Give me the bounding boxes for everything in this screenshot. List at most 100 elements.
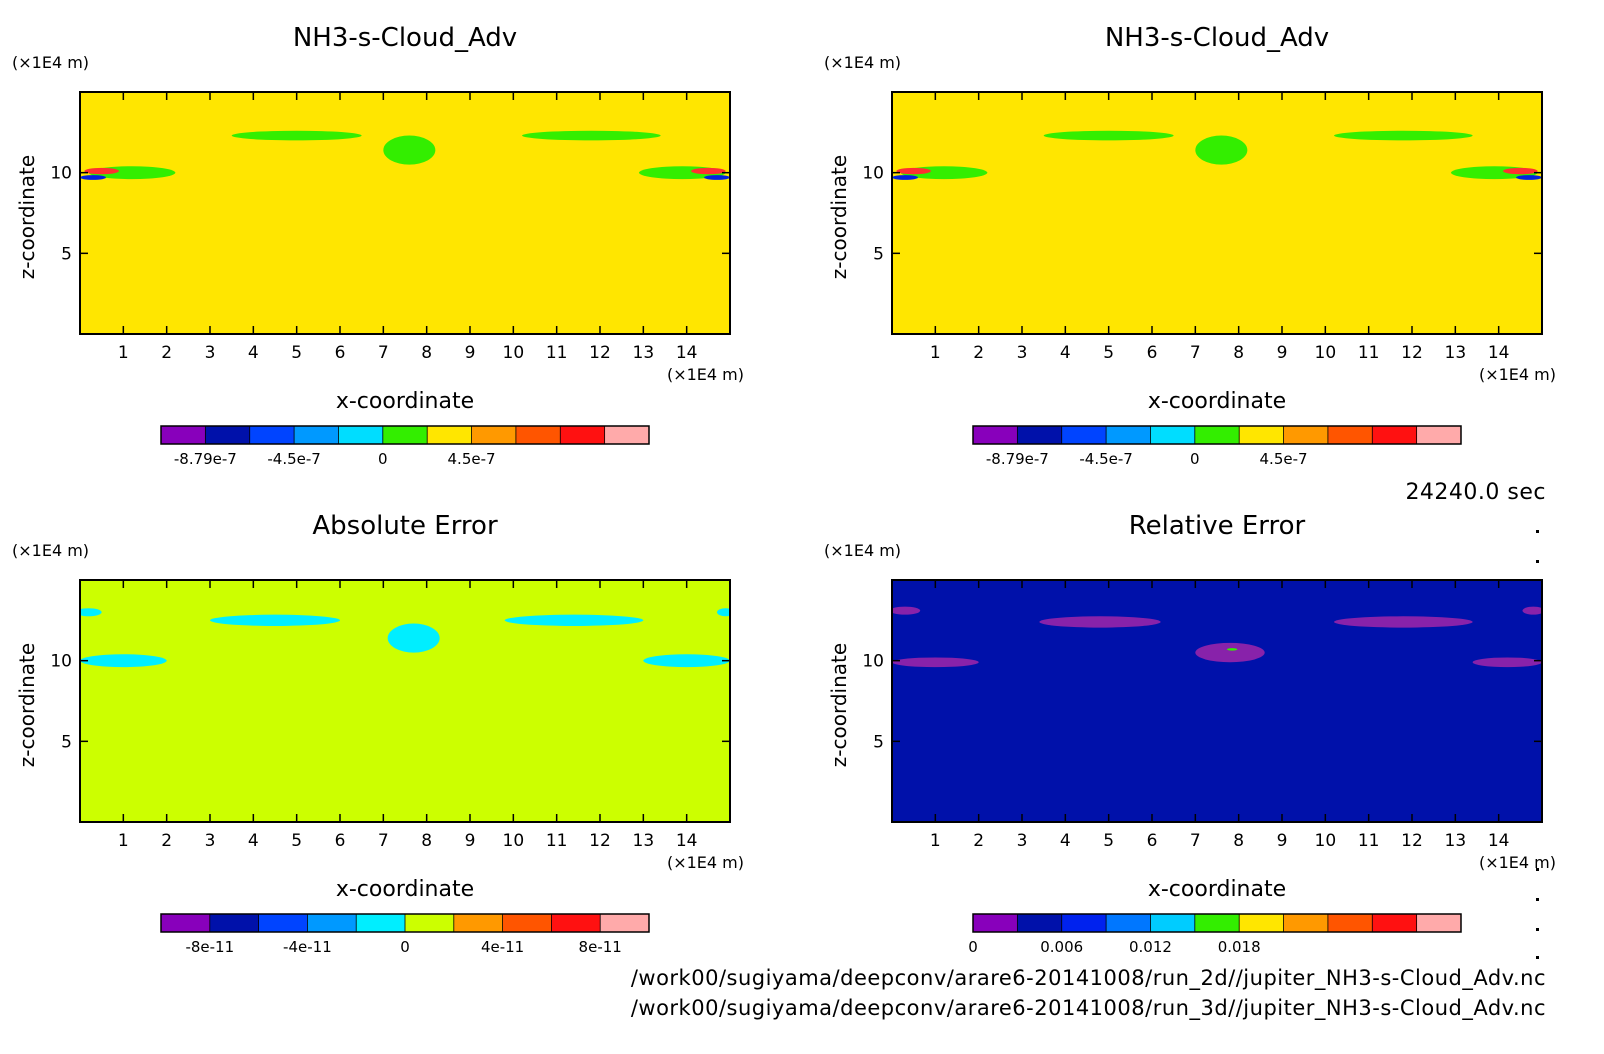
x-tick-label: 12 bbox=[589, 831, 611, 851]
x-tick-label: 14 bbox=[676, 831, 698, 851]
x-tick-label: 12 bbox=[1401, 831, 1423, 851]
colorbar-label: -4e-11 bbox=[283, 938, 332, 956]
contour-region bbox=[1334, 130, 1473, 141]
x-tick-label: 1 bbox=[930, 831, 941, 851]
contour-region bbox=[383, 135, 436, 165]
x-tick-label: 14 bbox=[1488, 831, 1510, 851]
x-tick-label: 12 bbox=[589, 343, 611, 363]
colorbar-swatch bbox=[560, 426, 606, 444]
margin-dot bbox=[1536, 868, 1539, 871]
x-tick-label: 2 bbox=[161, 831, 172, 851]
x-axis-label: x-coordinate bbox=[336, 877, 474, 902]
x-tick-label: 6 bbox=[335, 831, 346, 851]
x-tick-label: 11 bbox=[546, 831, 568, 851]
contour-region bbox=[1334, 616, 1473, 628]
y-tick-label: 10 bbox=[862, 164, 884, 184]
x-tick-label: 10 bbox=[1315, 343, 1337, 363]
contour-region bbox=[1472, 657, 1542, 668]
colorbar-swatch bbox=[1239, 426, 1285, 444]
contour-region bbox=[1039, 616, 1161, 628]
x-tick-label: 5 bbox=[1103, 343, 1114, 363]
colorbar-swatch bbox=[356, 914, 406, 932]
colorbar-swatch bbox=[1106, 426, 1151, 444]
x-tick-label: 10 bbox=[503, 831, 525, 851]
colorbar-label: 0.018 bbox=[1218, 938, 1261, 956]
y-tick-label: 10 bbox=[862, 652, 884, 672]
x-tick-label: 9 bbox=[1277, 343, 1288, 363]
x-tick-label: 6 bbox=[335, 343, 346, 363]
colorbar-swatch bbox=[161, 914, 211, 932]
x-axis-label: x-coordinate bbox=[336, 389, 474, 414]
plot-frame bbox=[891, 579, 1543, 823]
colorbar-swatch bbox=[427, 426, 473, 444]
colorbar-swatch bbox=[1150, 426, 1196, 444]
y-tick-label: 5 bbox=[61, 244, 72, 264]
x-tick-label: 8 bbox=[1233, 343, 1244, 363]
plot-background bbox=[80, 580, 730, 822]
colorbar-frame bbox=[972, 425, 1462, 445]
y-tick-label: 5 bbox=[873, 244, 884, 264]
contour-region bbox=[1043, 130, 1174, 141]
x-tick-label: 14 bbox=[1488, 343, 1510, 363]
y-tick-label: 10 bbox=[50, 164, 72, 184]
contour-region bbox=[1195, 642, 1265, 663]
colorbar-swatch bbox=[1283, 914, 1329, 932]
plot-frame bbox=[79, 91, 731, 335]
colorbar-swatch bbox=[1372, 426, 1418, 444]
colorbar-swatch bbox=[973, 426, 1018, 444]
contour-region bbox=[387, 623, 440, 653]
colorbar-label: -8e-11 bbox=[185, 938, 234, 956]
colorbar-swatch bbox=[1061, 914, 1107, 932]
x-tick-label: 6 bbox=[1147, 343, 1158, 363]
colorbar-swatch bbox=[973, 914, 1018, 932]
colorbar-swatch bbox=[1283, 426, 1329, 444]
colorbar-swatch bbox=[1194, 914, 1240, 932]
contour-region bbox=[717, 608, 730, 617]
x-tick-label: 6 bbox=[1147, 831, 1158, 851]
plot-frame bbox=[891, 91, 1543, 335]
contour-region bbox=[522, 130, 661, 141]
x-tick-label: 7 bbox=[1190, 831, 1201, 851]
contour-features bbox=[892, 606, 1542, 668]
colorbar-label: -4.5e-7 bbox=[267, 450, 320, 468]
colorbar-swatch bbox=[1372, 914, 1418, 932]
x-tick-label: 14 bbox=[676, 343, 698, 363]
colorbar-frame bbox=[972, 913, 1462, 933]
contour-region bbox=[80, 608, 102, 617]
x-unit-label: (×1E4 m) bbox=[1479, 853, 1556, 872]
x-tick-label: 13 bbox=[633, 831, 655, 851]
chart-panel-2: 1 2 3 4 5 6 7 8 9 10 11 12 13 14510NH3-s-Cloud_Adv(×1… bbox=[824, 23, 1556, 468]
colorbar-swatch bbox=[258, 914, 308, 932]
y-tick-label: 5 bbox=[61, 732, 72, 752]
time-label: 24240.0 sec bbox=[1405, 480, 1546, 505]
y-unit-label: (×1E4 m) bbox=[824, 53, 901, 72]
colorbar-swatch bbox=[600, 914, 650, 932]
colorbar-label: 0.012 bbox=[1129, 938, 1172, 956]
x-tick-label: 4 bbox=[248, 343, 259, 363]
contour-region bbox=[231, 130, 362, 141]
contour-region bbox=[892, 657, 979, 668]
y-axis-label: z-coordinate bbox=[827, 155, 851, 279]
contour-region bbox=[643, 654, 730, 668]
y-axis-label: z-coordinate bbox=[15, 643, 39, 767]
contour-region bbox=[504, 614, 644, 626]
chart-title: Absolute Error bbox=[312, 511, 498, 541]
colorbar-swatch bbox=[307, 914, 357, 932]
x-tick-label: 2 bbox=[161, 343, 172, 363]
plot-frame bbox=[79, 579, 731, 823]
x-tick-label: 4 bbox=[1060, 343, 1071, 363]
margin-dot bbox=[1536, 898, 1539, 901]
chart-panel-1: 1 2 3 4 5 6 7 8 9 10 11 12 13 14510NH3-s-Cloud_Adv(×1… bbox=[12, 23, 744, 468]
x-tick-label: 5 bbox=[291, 831, 302, 851]
colorbar-swatch bbox=[1017, 914, 1063, 932]
colorbar-label: 8e-11 bbox=[579, 938, 622, 956]
colorbar-label: 0 bbox=[378, 450, 388, 468]
chart-title: Relative Error bbox=[1129, 511, 1306, 541]
x-unit-label: (×1E4 m) bbox=[667, 853, 744, 872]
colorbar-swatch bbox=[453, 914, 504, 932]
x-tick-label: 12 bbox=[1401, 343, 1423, 363]
colorbar-swatch bbox=[1194, 426, 1240, 444]
